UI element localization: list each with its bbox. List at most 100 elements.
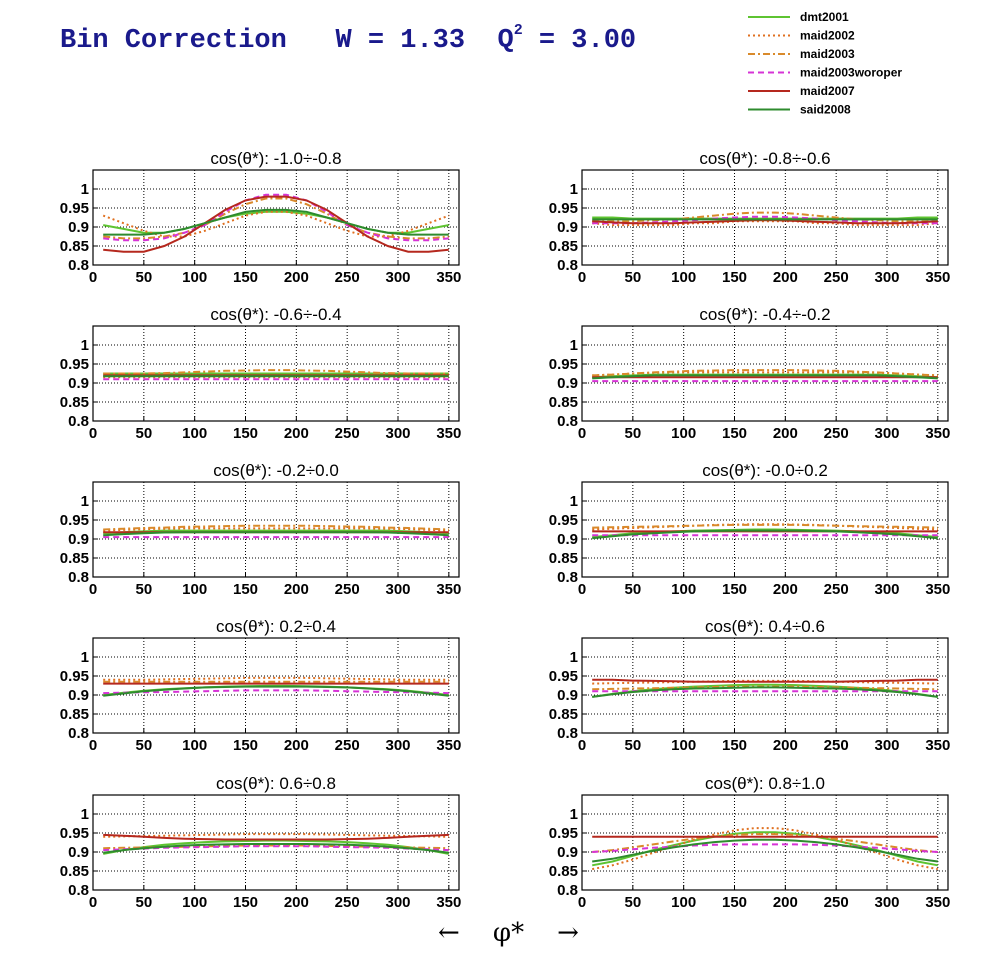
plot-frame [581,169,949,266]
series-line-dmt2001 [103,210,449,234]
x-tick-label: 200 [773,581,798,598]
x-tick-label: 350 [436,269,461,286]
x-tick-label: 0 [578,737,586,754]
x-tick-label: 250 [335,425,360,442]
x-tick-label: 300 [385,269,410,286]
y-tick-label: 1 [570,493,578,510]
x-tick-label: 200 [773,425,798,442]
x-tick-label: 100 [671,737,696,754]
x-tick-label: 250 [335,581,360,598]
panel-9: cos(θ*): 0.6÷0.8 0 50 100 150 200 250 300 350 0.8… [60,774,462,911]
plot-frame [92,481,460,578]
x-tick-label: 50 [135,425,152,442]
x-tick-label: 100 [671,581,696,598]
plot-frame [92,794,460,891]
y-tick-label: 0.8 [557,882,578,899]
panel-4: cos(θ*): -0.4÷-0.2 0 50 100 150 200 250 300 350 0… [549,305,951,442]
series-line-said2008 [103,531,449,537]
x-tick-label: 200 [773,894,798,911]
y-tick-label: 0.9 [557,219,578,236]
x-tick-label: 200 [284,894,309,911]
y-tick-label: 0.85 [60,863,89,880]
y-tick-label: 0.85 [549,394,578,411]
legend-label-said2008: said2008 [800,103,851,117]
panel-title: cos(θ*): 0.6÷0.8 [216,774,336,793]
y-tick-label: 0.8 [557,725,578,742]
x-tick-label: 350 [925,581,950,598]
x-tick-label: 50 [624,737,641,754]
x-tick-label: 100 [182,737,207,754]
series-line-maid2002 [592,827,938,871]
panel-2: cos(θ*): -0.8÷-0.6 0 50 100 150 200 250 300 350 0… [549,149,951,286]
x-tick-label: 350 [436,894,461,911]
panels: cos(θ*): -1.0÷-0.80 50 100 150 200 250 300 3500… [60,149,951,911]
y-tick-label: 0.95 [60,512,89,529]
series-line-maid2003 [592,685,938,691]
series-line-dmt2001 [592,683,938,698]
y-tick-label: 0.85 [549,550,578,567]
y-tick-label: 0.85 [549,706,578,723]
series-line-maid2003woroper [103,689,449,695]
y-tick-label: 0.85 [60,394,89,411]
y-tick-label: 0.9 [557,844,578,861]
plot-frame [581,794,949,891]
x-tick-label: 200 [284,581,309,598]
x-tick-label: 50 [135,581,152,598]
x-tick-label: 300 [385,581,410,598]
x-tick-label: 200 [773,737,798,754]
x-tick-label: 0 [89,425,97,442]
panel-title: cos(θ*): 0.2÷0.4 [216,617,336,636]
y-tick-label: 0.85 [60,550,89,567]
x-tick-label: 100 [182,269,207,286]
y-tick-label: 0.85 [549,863,578,880]
legend: dmt2001 maid2002 maid2003 maid2003woroper ma… [748,10,902,117]
x-tick-label: 150 [722,269,747,286]
y-tick-label: 0.8 [68,725,89,742]
y-tick-label: 0.9 [68,219,89,236]
x-tick-label: 300 [874,737,899,754]
panel-7: cos(θ*): 0.2÷0.4 0 50 100 150 200 250 300 350 0.8… [60,617,462,754]
x-tick-label: 100 [182,425,207,442]
panel-title: cos(θ*): -0.6÷-0.4 [210,305,341,324]
x-tick-label: 200 [284,269,309,286]
x-axis-label: ← φ* → [438,918,579,948]
series-line-maid2003woroper [592,215,938,225]
y-tick-label: 0.85 [60,238,89,255]
series-line-said2008 [592,374,938,380]
chart-title: Bin Correction W = 1.33 Q2 = 3.00 [60,22,636,56]
y-tick-label: 0.85 [60,706,89,723]
y-tick-label: 0.8 [68,882,89,899]
x-tick-label: 150 [233,425,258,442]
x-tick-label: 100 [182,581,207,598]
y-tick-label: 0.8 [68,413,89,430]
x-tick-label: 350 [436,581,461,598]
legend-label-maid2007: maid2007 [800,84,855,98]
panel-title: cos(θ*): -0.8÷-0.6 [699,149,830,168]
y-tick-label: 1 [570,806,578,823]
x-tick-label: 300 [874,425,899,442]
panel-6: cos(θ*): -0.0÷0.2 0 50 100 150 200 250 300 350 0.… [549,461,951,598]
series-line-maid2003 [592,833,938,853]
x-tick-label: 300 [874,581,899,598]
q-label: Q [497,26,514,56]
x-tick-label: 150 [233,581,258,598]
y-tick-label: 1 [81,493,89,510]
x-tick-label: 50 [135,269,152,286]
legend-label-maid2002: maid2002 [800,29,855,43]
x-tick-label: 350 [925,269,950,286]
y-tick-label: 1 [570,181,578,198]
x-tick-label: 100 [671,269,696,286]
series-line-maid2003woroper [592,843,938,853]
x-tick-label: 250 [824,425,849,442]
series-line-said2008 [103,685,449,697]
left-arrow-icon: ← [438,918,460,948]
series-line-said2008 [592,686,938,698]
series-line-said2008 [103,843,449,854]
y-tick-label: 0.95 [60,825,89,842]
series-line-maid2002 [102,210,450,238]
x-tick-label: 350 [925,737,950,754]
series-line-said2008 [592,838,938,863]
y-tick-label: 1 [570,649,578,666]
x-tick-label: 0 [578,269,586,286]
